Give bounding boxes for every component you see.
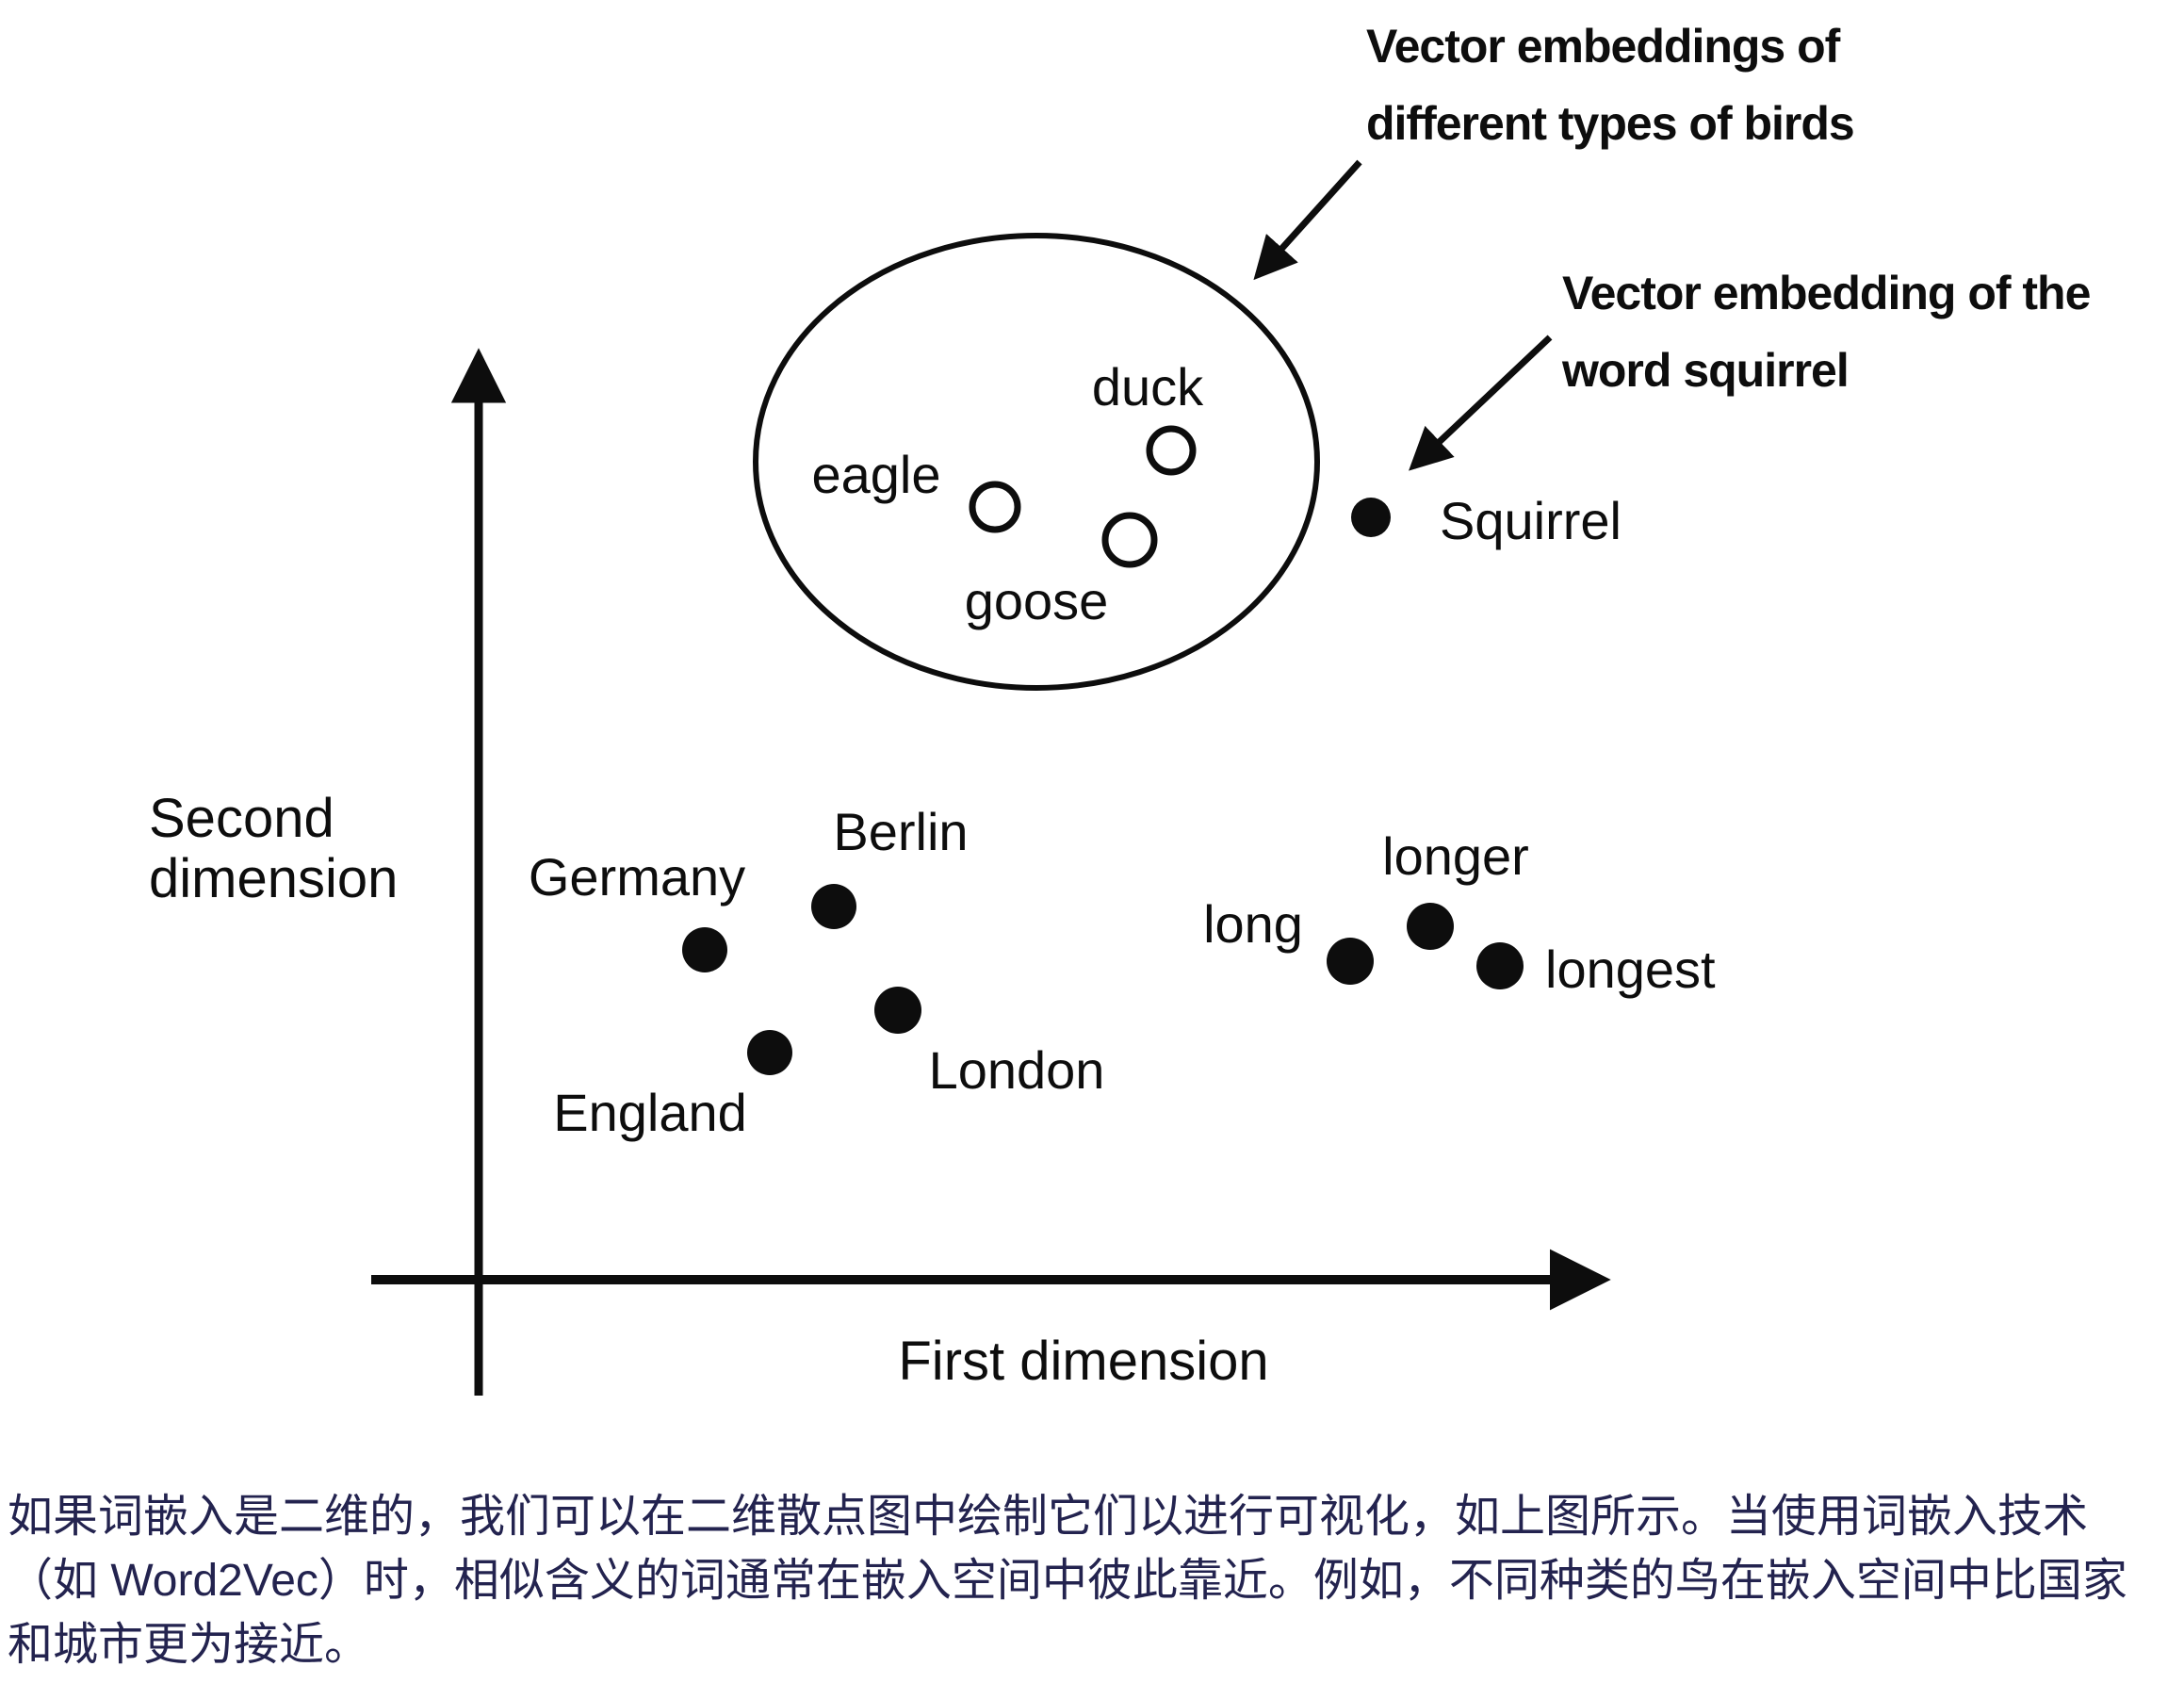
longer-label: longer xyxy=(1382,826,1529,886)
longer-point xyxy=(1407,903,1454,950)
england-label: England xyxy=(553,1083,747,1142)
squirrel-annotation-arrow xyxy=(1409,335,1553,471)
longest-label: longest xyxy=(1545,940,1716,999)
squirrel-point xyxy=(1351,498,1391,537)
squirrel-annotation-line2: word squirrel xyxy=(1561,344,1849,397)
birds-annotation-line2: different types of birds xyxy=(1366,97,1854,150)
embedding-scatter-diagram: Vector embeddings of different types of … xyxy=(149,20,2092,1396)
germany-point xyxy=(682,927,727,972)
birds-annotation-arrow xyxy=(1253,159,1362,281)
duck-point xyxy=(1146,425,1197,476)
x-axis-label: First dimension xyxy=(898,1331,1268,1392)
longest-point xyxy=(1476,942,1524,989)
birds-annotation-line1: Vector embeddings of xyxy=(1366,20,1841,73)
y-axis-label-line1: Second xyxy=(149,788,334,849)
caption-paragraph: 如果词嵌入是二维的，我们可以在二维散点图中绘制它们以进行可视化，如上图所示。当使… xyxy=(8,1485,2175,1677)
england-point xyxy=(747,1030,792,1075)
london-label: London xyxy=(929,1040,1105,1100)
caption-line-1: 如果词嵌入是二维的，我们可以在二维散点图中绘制它们以进行可视化，如上图所示。当使… xyxy=(8,1492,2089,1542)
birds-cluster-ellipse xyxy=(753,233,1320,691)
eagle-point xyxy=(969,481,1021,533)
germany-label: Germany xyxy=(529,847,745,907)
duck-label: duck xyxy=(1092,357,1204,417)
y-axis-label-line2: dimension xyxy=(149,848,398,909)
squirrel-annotation-line1: Vector embedding of the xyxy=(1562,267,2091,319)
goose-point xyxy=(1101,512,1158,568)
long-label: long xyxy=(1203,894,1303,954)
long-point xyxy=(1327,938,1374,985)
squirrel-label: Squirrel xyxy=(1440,491,1622,550)
goose-label: goose xyxy=(965,571,1109,630)
eagle-label: eagle xyxy=(811,445,940,504)
berlin-label: Berlin xyxy=(833,802,968,861)
berlin-point xyxy=(811,884,856,929)
caption-line-3: 和城市更为接近。 xyxy=(8,1620,370,1670)
london-point xyxy=(874,987,921,1034)
caption-line-2: （如 Word2Vec）时，相似含义的词通常在嵌入空间中彼此靠近。例如，不同种类… xyxy=(8,1556,2127,1606)
